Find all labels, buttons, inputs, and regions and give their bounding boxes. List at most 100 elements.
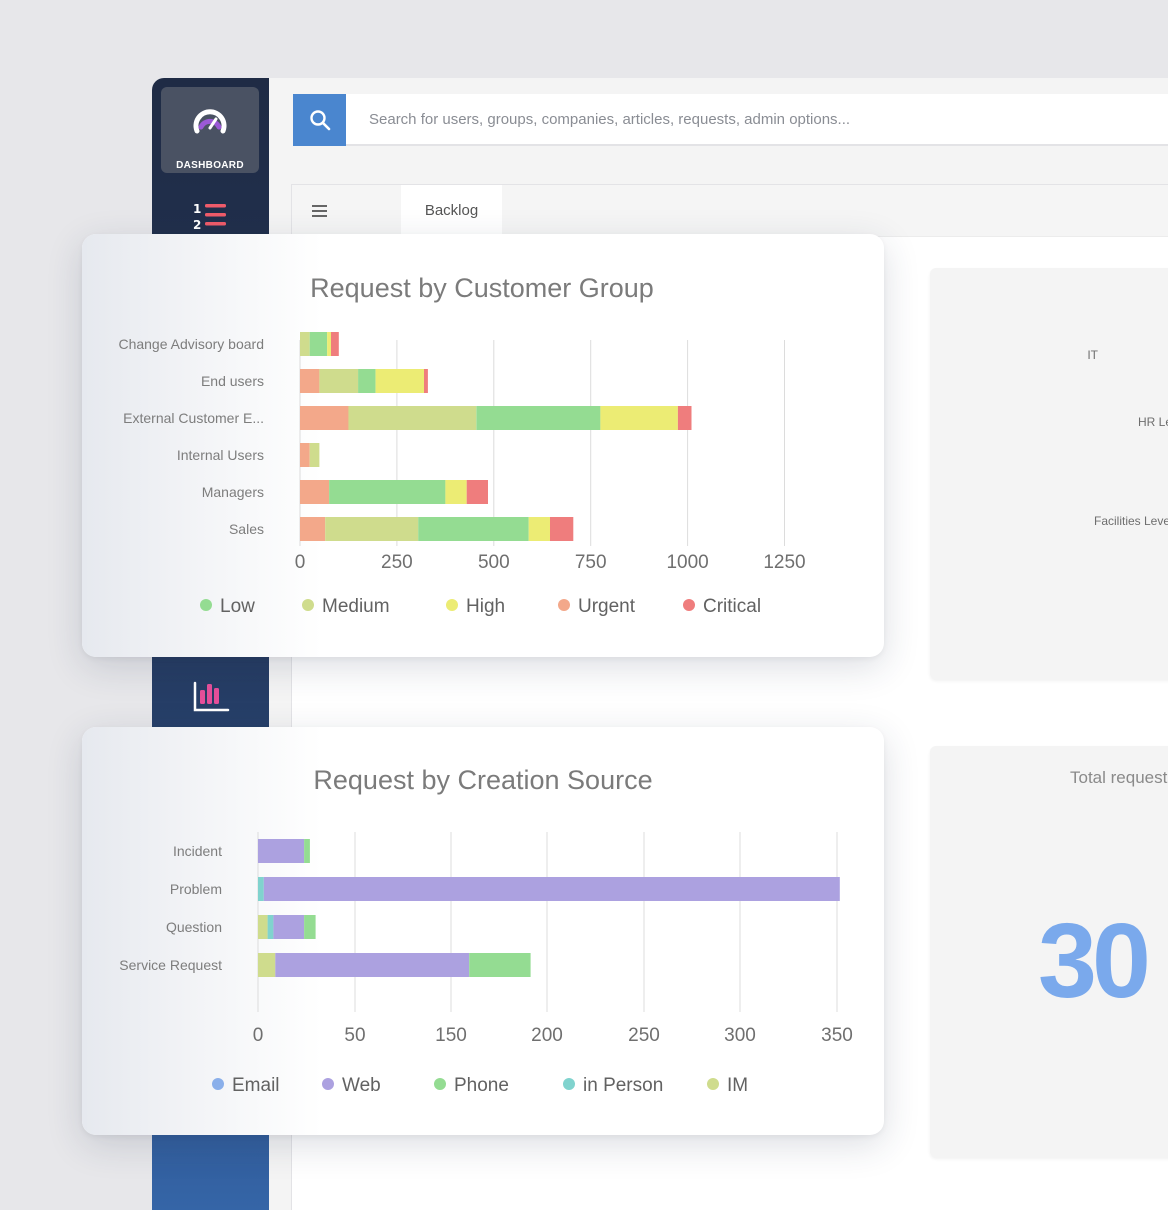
bar-segment [466, 480, 488, 504]
chart-title: Request by Customer Group [310, 273, 654, 303]
bar-segment [445, 480, 467, 504]
tick-label: 750 [575, 552, 607, 573]
legend-marker [446, 599, 458, 611]
search-input[interactable] [369, 94, 1069, 146]
tick-label: 1000 [666, 552, 708, 573]
bar-segment [263, 877, 840, 901]
group-level-card: IT HR Le Facilities Level [930, 268, 1168, 679]
total-requests-value: 30 [1038, 902, 1151, 1020]
legend-marker [563, 1078, 575, 1090]
tick-label: 200 [531, 1025, 563, 1046]
svg-text:2: 2 [193, 218, 201, 232]
bar-segment [300, 480, 330, 504]
side-label: IT [1087, 348, 1098, 362]
legend-marker [683, 599, 695, 611]
side-label-text: HR Le [1138, 415, 1168, 429]
tick-label: 250 [381, 552, 413, 573]
bar-segment [258, 877, 264, 901]
sidebar-item-dashboard[interactable]: DASHBOARD [161, 87, 259, 173]
bar-segment [528, 517, 550, 541]
bar-segment [329, 480, 446, 504]
bar-segment [600, 406, 678, 430]
category-label: Managers [202, 484, 264, 500]
category-label: Question [166, 919, 222, 935]
tab-bar: Backlog [292, 185, 1168, 238]
legend-label: Web [342, 1075, 381, 1096]
legend-marker [558, 599, 570, 611]
legend-label: Critical [703, 596, 761, 617]
svg-text:1: 1 [193, 202, 201, 216]
total-requests-label: Total requests [1070, 768, 1168, 787]
category-label: Change Advisory board [118, 336, 264, 352]
chart-title: Request by Creation Source [313, 765, 652, 795]
bar-segment [469, 953, 531, 977]
sidebar-item-label: DASHBOARD [176, 160, 244, 171]
card-frost [82, 234, 322, 657]
creation-source-chart: Request by Creation Source 0 50 150 200 250 30… [119, 765, 853, 1096]
bar-segment [300, 332, 310, 356]
category-label: External Customer E... [123, 410, 264, 426]
tick-label: 0 [295, 552, 306, 573]
legend-marker [200, 599, 212, 611]
bar-segment [348, 406, 477, 430]
bar-segment [273, 915, 305, 939]
tick-label: 350 [821, 1025, 853, 1046]
creation-source-chart-card: Request by Creation Source 0 50 150 200 250 30… [82, 727, 884, 1135]
legend-marker [434, 1078, 446, 1090]
numbered-list-icon[interactable]: 1 2 [192, 200, 228, 232]
bar-segment [331, 332, 339, 356]
category-label: Internal Users [177, 447, 264, 463]
tick-label: 300 [724, 1025, 756, 1046]
tick-label: 50 [344, 1025, 365, 1046]
bar-segment [300, 406, 349, 430]
side-label-text: IT [1087, 348, 1098, 362]
bar-segment [258, 839, 305, 863]
category-label: Sales [229, 521, 264, 537]
bar-segment [550, 517, 574, 541]
search-button[interactable] [293, 94, 346, 146]
bar-segment [358, 369, 376, 393]
tick-label: 0 [253, 1025, 264, 1046]
legend-label: High [466, 596, 505, 617]
bar-segment [258, 953, 276, 977]
bar-chart-icon[interactable] [192, 678, 230, 716]
legend-label: Email [232, 1075, 280, 1096]
legend-label: Medium [322, 596, 390, 617]
legend-label: Low [220, 596, 255, 617]
bar-segment [677, 406, 692, 430]
tick-label: 150 [435, 1025, 467, 1046]
menu-icon[interactable] [310, 203, 330, 219]
bar-segment [375, 369, 425, 393]
tick-label: 1250 [763, 552, 805, 573]
legend-label: IM [727, 1075, 748, 1096]
legend-marker [302, 599, 314, 611]
bar-segment [304, 915, 316, 939]
gauge-icon [193, 109, 227, 134]
legend-marker [707, 1078, 719, 1090]
side-label-text: Facilities Level [1094, 514, 1168, 528]
legend-label: Urgent [578, 596, 636, 617]
bar-segment [300, 517, 326, 541]
bar-segment [325, 517, 419, 541]
bar-segment [309, 443, 320, 467]
search-icon [309, 110, 330, 131]
tick-label: 250 [628, 1025, 660, 1046]
tick-label: 500 [478, 552, 510, 573]
legend-marker [322, 1078, 334, 1090]
bar-segment [309, 332, 328, 356]
category-label: Problem [170, 881, 222, 897]
bar-segment [327, 332, 331, 356]
bar-segment [275, 953, 470, 977]
bar-segment [300, 443, 310, 467]
side-label: HR Le [1138, 415, 1168, 429]
category-label: Service Request [119, 957, 222, 973]
legend-marker [212, 1078, 224, 1090]
bar-segment [300, 369, 320, 393]
tab-backlog[interactable]: Backlog [401, 185, 502, 238]
bar-segment [476, 406, 601, 430]
bar-segment [267, 915, 274, 939]
total-requests-card: Total requests 30 [930, 746, 1168, 1157]
bar-segment [319, 369, 359, 393]
search-bar [293, 94, 1168, 146]
category-label: End users [201, 373, 264, 389]
